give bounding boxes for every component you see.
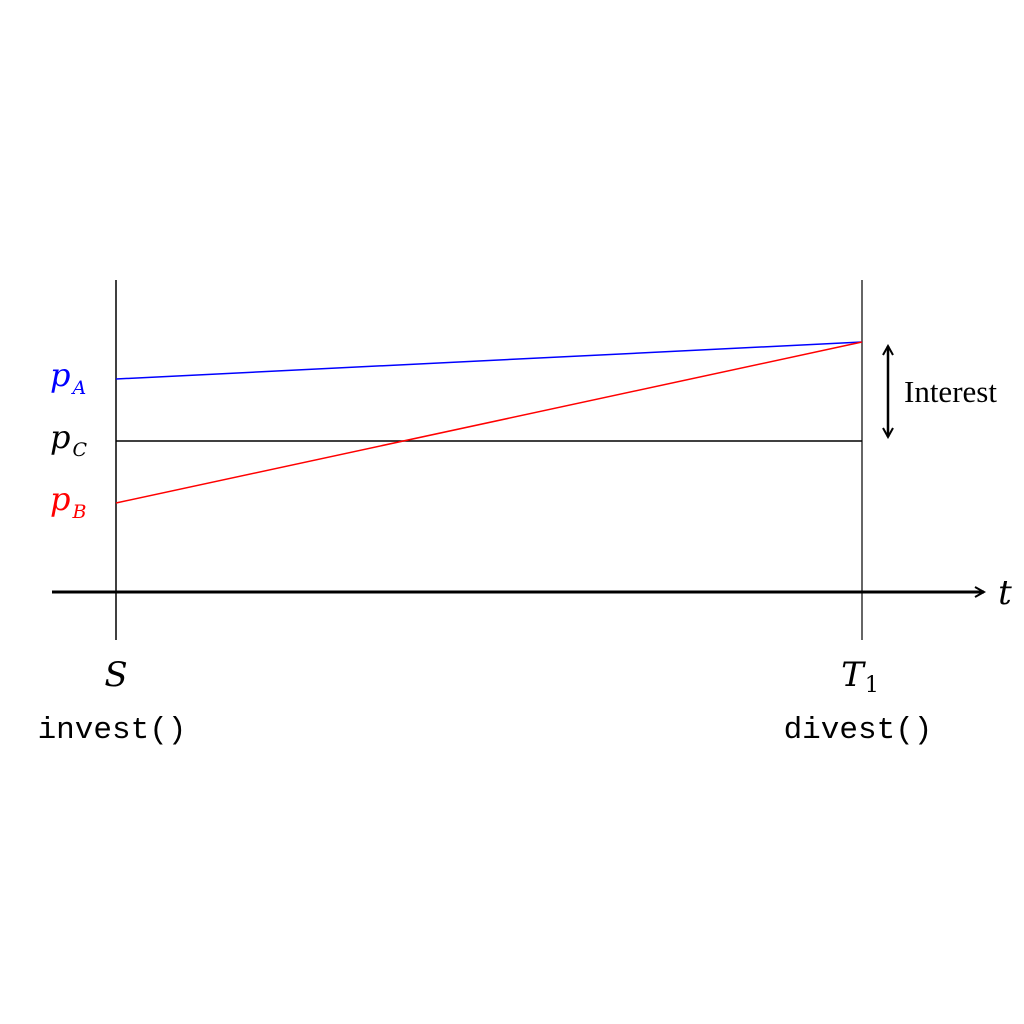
end-label: T1 — [841, 655, 879, 698]
interest-label: Interest — [904, 374, 997, 409]
time-axis-label: t — [998, 573, 1012, 613]
start-label: S — [104, 655, 127, 695]
price-line-b — [115, 341, 863, 504]
end-call: divest() — [784, 713, 933, 748]
start-call: invest() — [38, 713, 187, 748]
price-line-a — [115, 341, 863, 380]
